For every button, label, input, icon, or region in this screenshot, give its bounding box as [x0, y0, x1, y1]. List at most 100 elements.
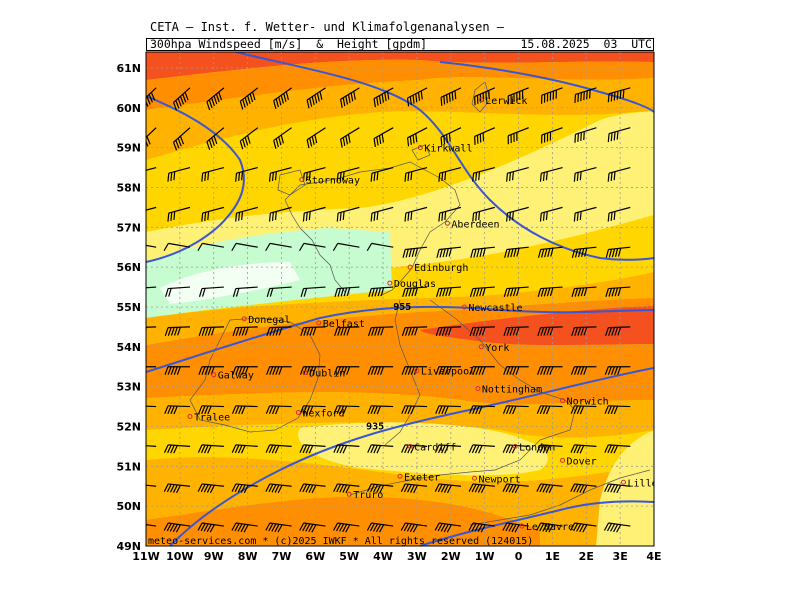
- city-marker: [444, 220, 450, 226]
- wind-barb: [438, 206, 462, 222]
- city-marker: [241, 316, 247, 322]
- contour-label: 955: [393, 302, 411, 313]
- coast-hebrides: [277, 169, 306, 196]
- wind-barb: [164, 366, 191, 375]
- wind-barb: [231, 242, 258, 252]
- wind-barb: [235, 206, 258, 222]
- wind-barb: [440, 127, 462, 146]
- wind-barb: [164, 326, 191, 336]
- wind-barb: [146, 484, 157, 488]
- lat-tick-label: 54N: [116, 341, 141, 354]
- wind-barb: [367, 326, 394, 336]
- ampersand: &: [316, 37, 324, 51]
- lon-tick-label: 3E: [613, 550, 628, 563]
- wind-barb: [299, 483, 326, 494]
- lat-tick-label: 57N: [116, 221, 141, 234]
- wind-barb: [507, 87, 529, 105]
- city-newcastle: Newcastle: [461, 303, 523, 314]
- city-exeter: Exeter: [397, 472, 440, 483]
- wind-barb: [231, 444, 258, 454]
- wind-barb: [401, 366, 428, 375]
- wind-barb: [435, 366, 461, 375]
- wind-barb: [146, 524, 157, 528]
- wind-barb: [306, 127, 326, 149]
- lat-lon-grid: [146, 52, 654, 546]
- lon-tick-label: 0: [515, 550, 523, 563]
- wind-barb: [607, 206, 631, 222]
- city-marker: [560, 457, 566, 463]
- city-marker: [316, 320, 322, 326]
- wind-barb: [539, 166, 563, 182]
- lon-tick-label: 5W: [339, 550, 359, 563]
- wind-barb: [404, 166, 428, 182]
- wind-barb: [165, 286, 191, 297]
- wind-barb: [503, 326, 529, 336]
- wind-barb: [574, 127, 597, 143]
- city-marker: [187, 414, 193, 420]
- city-tralee: Tralee: [187, 413, 230, 424]
- parameter-bar: [146, 38, 654, 51]
- wind-barb: [401, 326, 428, 336]
- wind-barb: [231, 483, 258, 494]
- wind-barb: [339, 87, 360, 108]
- lon-tick-label: 2W: [441, 550, 461, 563]
- wind-barb: [334, 326, 360, 336]
- wind-barb: [367, 444, 394, 454]
- wind-barb: [198, 366, 224, 375]
- wind-barb: [146, 206, 157, 211]
- wind-barb: [474, 87, 496, 106]
- wind-barb: [198, 405, 224, 415]
- band-jet-dark: [420, 306, 654, 345]
- lon-tick-label: 9W: [204, 550, 224, 563]
- city-label: Edinburgh: [414, 263, 468, 274]
- wind-barb: [336, 206, 360, 222]
- wind-barb: [298, 242, 326, 252]
- lon-tick-label: 7W: [272, 550, 292, 563]
- city-label: Truro: [353, 490, 383, 501]
- wind-barb: [333, 444, 360, 454]
- wind-barb: [265, 522, 292, 533]
- wind-barb: [197, 522, 224, 533]
- wind-barb: [404, 206, 428, 222]
- city-marker: [387, 280, 393, 286]
- coast-orkney: [411, 144, 431, 161]
- wind-barb: [607, 166, 631, 182]
- band-calm-white: [160, 262, 300, 304]
- city-marker: [478, 344, 484, 350]
- city-edinburgh: Edinburgh: [407, 263, 468, 274]
- wind-barb: [273, 127, 292, 149]
- lat-tick-label: 50N: [116, 500, 141, 513]
- city-marker: [346, 491, 352, 497]
- lon-tick-label: 1E: [545, 550, 560, 563]
- lon-tick-label: 11W: [132, 550, 159, 563]
- city-marker: [461, 304, 467, 310]
- wind-barb: [333, 405, 360, 415]
- wind-barb: [146, 286, 157, 289]
- wind-barb: [232, 326, 258, 336]
- city-label: Tralee: [194, 413, 230, 424]
- coast-england-west: [384, 299, 421, 446]
- city-dover: Dover: [560, 456, 597, 467]
- coast-ireland: [189, 317, 321, 433]
- wind-barb: [146, 366, 157, 370]
- wind-barb: [265, 444, 292, 454]
- wind-barb: [604, 405, 631, 415]
- wind-barb: [232, 366, 258, 375]
- wind-barb: [265, 483, 292, 494]
- wind-barb: [502, 483, 529, 494]
- wind-barb: [164, 405, 191, 415]
- map-field: 955 935 Lerwick Kirkwall Stornoway Aberdeen E…: [146, 52, 654, 546]
- chart-title: CETA — Inst. f. Wetter- und Klimafolgena…: [150, 20, 505, 34]
- contour-south: [419, 500, 654, 546]
- city-le-havre: Le Havre: [519, 522, 574, 533]
- city-marker: [295, 410, 301, 416]
- city-label: Exeter: [404, 472, 440, 483]
- wind-barb: [239, 87, 259, 110]
- city-aberdeen: Aberdeen: [444, 219, 500, 230]
- unit-speed: m/s: [274, 37, 296, 51]
- city-truro: Truro: [346, 490, 383, 501]
- lon-tick-label: 4W: [373, 550, 393, 563]
- city-douglas: Douglas: [387, 279, 436, 290]
- city-marker: [211, 372, 217, 378]
